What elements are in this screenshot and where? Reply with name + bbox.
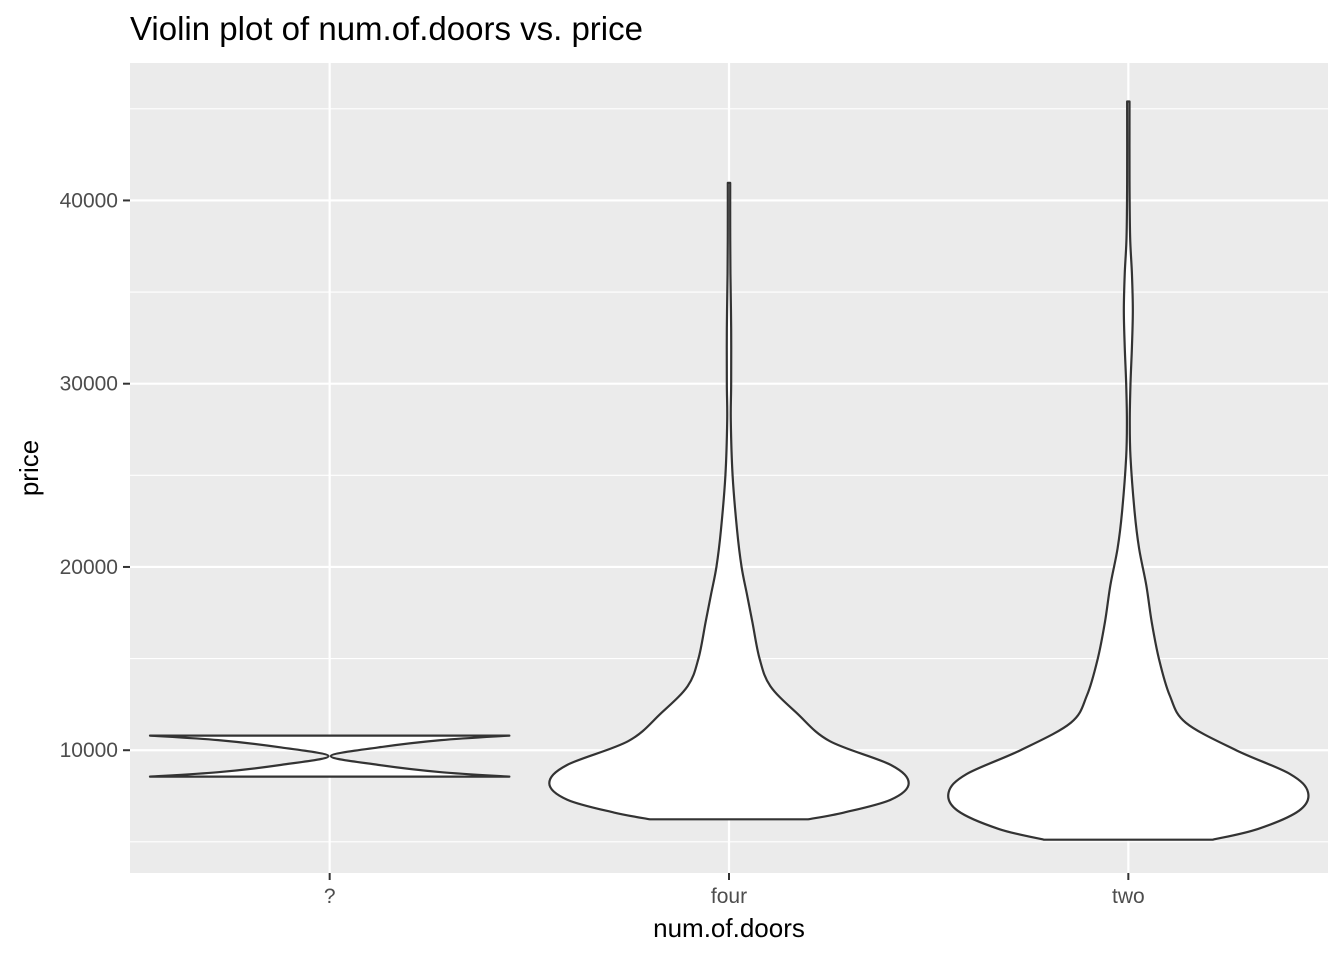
chart-title: Violin plot of num.of.doors vs. price: [130, 10, 643, 47]
violins: [148, 100, 1310, 841]
y-tick-label: 40000: [60, 189, 118, 212]
violin-unknown: [148, 734, 511, 778]
x-axis-title: num.of.doors: [653, 913, 805, 943]
y-axis: 10000 20000 30000 40000: [60, 189, 130, 762]
y-tick-label: 30000: [60, 373, 118, 396]
x-tick-label: ?: [324, 885, 336, 908]
y-tick-label: 10000: [60, 739, 118, 762]
y-axis-title: price: [14, 440, 44, 496]
violin-four: [548, 181, 910, 821]
violin-two: [947, 100, 1310, 841]
x-tick-label: two: [1112, 885, 1145, 908]
y-tick-label: 20000: [60, 556, 118, 579]
x-tick-label: four: [711, 885, 747, 908]
x-axis: ? four two: [324, 873, 1145, 908]
